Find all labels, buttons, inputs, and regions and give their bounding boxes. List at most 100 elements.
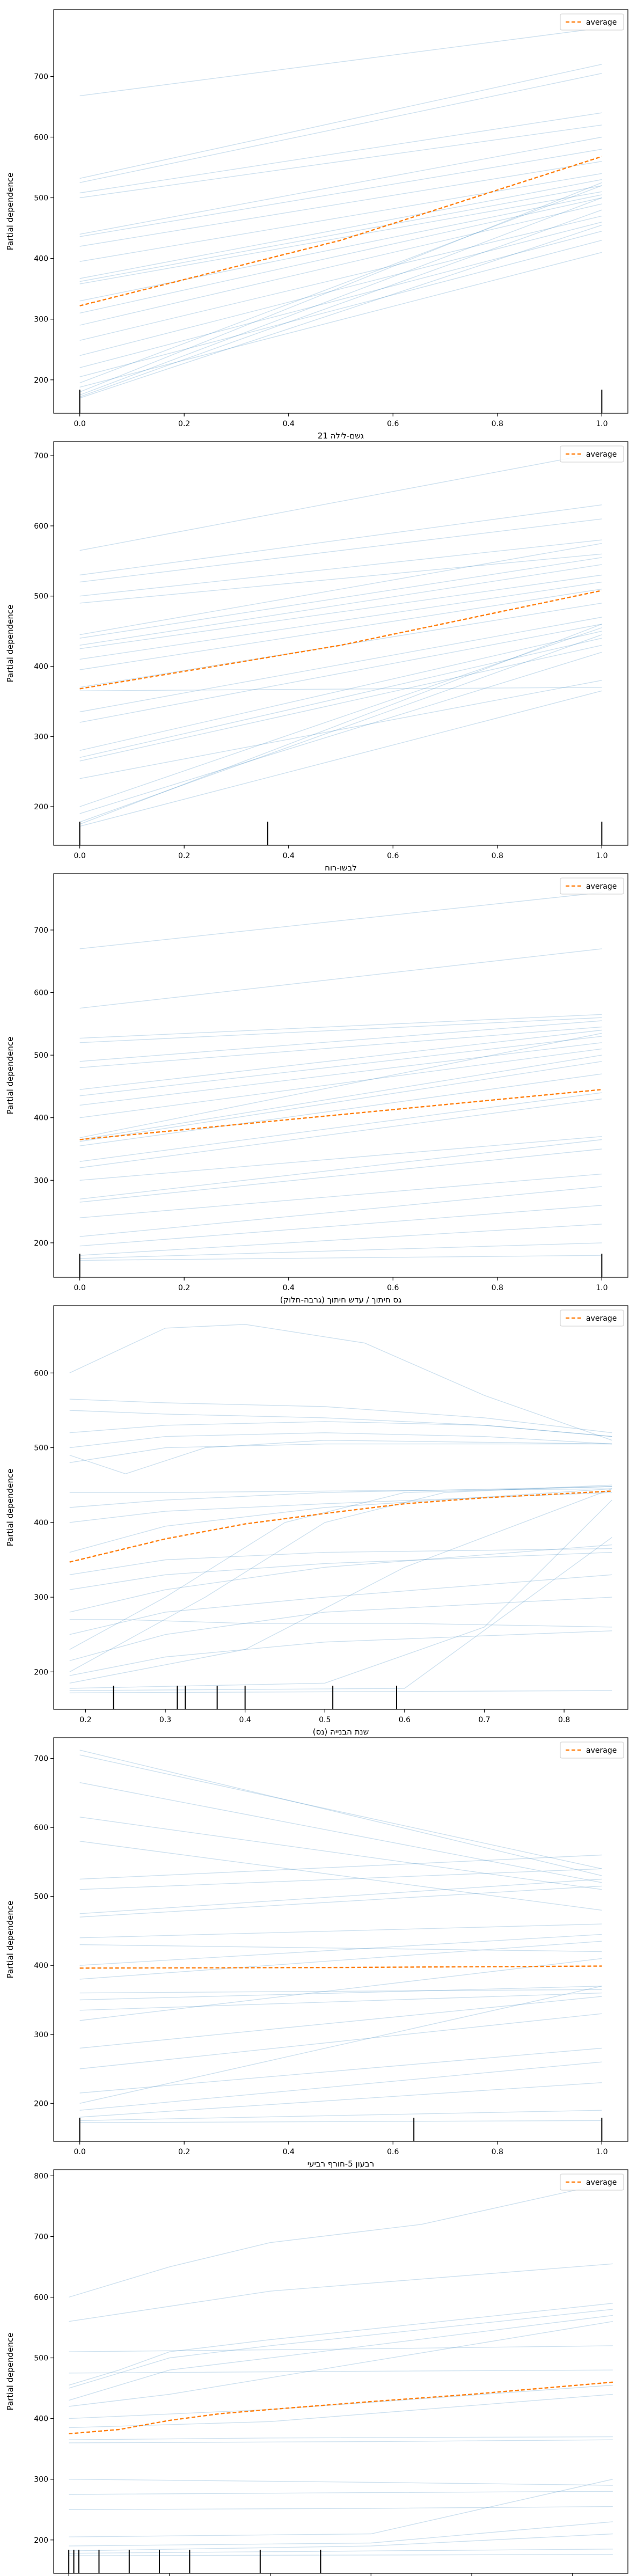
ice-line-11 — [79, 588, 602, 670]
ice-line-19 — [79, 2013, 602, 2069]
y-tick-label: 500 — [34, 1051, 48, 1060]
ice-line-6 — [69, 1439, 612, 1475]
ice-line-14 — [79, 1989, 602, 1994]
x-tick-label: 0.2 — [178, 2148, 190, 2156]
x-tick-label: 0.6 — [399, 1716, 411, 1724]
ice-line-10 — [79, 581, 602, 660]
ice-line-9 — [79, 574, 602, 649]
y-tick-label: 200 — [34, 2536, 48, 2545]
y-tick-label: 300 — [34, 2031, 48, 2039]
y-tick-label: 400 — [34, 255, 48, 264]
legend-box — [560, 1309, 624, 1327]
y-tick-label: 200 — [34, 2099, 48, 2108]
y-tick-label: 300 — [34, 733, 48, 741]
ice-line-21 — [79, 1986, 602, 2104]
legend-label: average — [586, 18, 617, 27]
ice-line-14 — [69, 2491, 613, 2495]
y-tick-label: 300 — [34, 1593, 48, 1602]
ice-line-10 — [69, 2394, 613, 2428]
ice-line-5 — [79, 1841, 602, 1911]
y-tick-label: 700 — [34, 1755, 48, 1763]
y-axis-label: Partial dependence — [5, 605, 15, 683]
ice-line-21 — [79, 252, 602, 388]
ice-line-8 — [79, 1036, 602, 1096]
ice-line-23 — [69, 1537, 612, 1691]
chart-panel-5: 0.0 0.2 0.4 0.6 0.8 1.0 200 300 400 500 600 700 רבעו… — [5, 1737, 628, 2169]
ice-line-6 — [79, 136, 602, 235]
x-tick-label: 0.8 — [492, 1284, 503, 1292]
x-tick-label: 1.0 — [596, 420, 608, 428]
ice-line-5 — [79, 1020, 602, 1062]
ice-line-2 — [69, 1399, 612, 1433]
y-tick-label: 200 — [34, 1239, 48, 1248]
ice-line-3 — [79, 73, 602, 183]
ice-line-15 — [69, 1619, 612, 1628]
y-tick-label: 200 — [34, 1668, 48, 1677]
ice-line-15 — [79, 1986, 602, 2001]
ice-line-14 — [79, 197, 602, 314]
legend: average — [560, 13, 624, 31]
ice-line-9 — [69, 1486, 612, 1508]
ice-line-19 — [69, 1484, 612, 1673]
ice-line-7 — [69, 1443, 612, 1463]
x-tick-label: 0.4 — [239, 1716, 251, 1724]
ice-line-7 — [79, 557, 602, 639]
ice-line-20 — [79, 2047, 602, 2094]
ice-line-16 — [69, 1574, 612, 1635]
legend: average — [560, 1309, 624, 1327]
ice-line-5 — [68, 2315, 613, 2401]
axes-frame — [53, 9, 628, 414]
ice-line-5 — [79, 553, 602, 604]
average-line — [79, 1089, 602, 1140]
x-tick-label: 0.6 — [387, 2148, 399, 2156]
x-tick-label: 0.2 — [178, 420, 190, 428]
ice-line-22 — [79, 2061, 602, 2111]
x-tick-label: 1.0 — [596, 1284, 608, 1292]
x-tick-label: 0.8 — [492, 420, 503, 428]
ice-line-22 — [79, 182, 602, 393]
axes-frame — [53, 1737, 628, 2142]
y-tick-label: 400 — [34, 2415, 48, 2424]
legend-label: average — [586, 450, 617, 459]
y-tick-label: 400 — [34, 1114, 48, 1123]
legend-box — [560, 2174, 624, 2191]
ice-line-23 — [79, 197, 602, 396]
ice-line-19 — [79, 1148, 602, 1203]
x-tick-label: 0.8 — [558, 1716, 570, 1724]
ice-line-3 — [79, 1782, 602, 1883]
x-tick-label: 0.4 — [283, 2148, 295, 2156]
chart-panel-6: 0.00.10.20.30.40.5200300400500600700800R… — [5, 2169, 628, 2576]
ice-lines — [79, 27, 602, 399]
legend-box — [560, 445, 624, 463]
ice-line-18 — [79, 1139, 602, 1199]
ice-line-10 — [79, 1048, 602, 1118]
ice-lines — [68, 2181, 613, 2556]
x-axis-label: שנת הבנייה (נס) — [313, 1727, 369, 1737]
ice-line-14 — [79, 617, 602, 713]
y-tick-label: 500 — [34, 1444, 48, 1453]
ice-line-13 — [79, 1061, 602, 1142]
ice-lines — [79, 1750, 602, 2124]
ice-line-16 — [79, 1992, 602, 2011]
ice-line-14 — [69, 1544, 612, 1613]
ice-line-9 — [79, 1885, 602, 1918]
legend: average — [560, 1741, 624, 1759]
average-line — [69, 2381, 613, 2435]
ice-line-10 — [79, 1923, 602, 1938]
y-tick-label: 600 — [34, 522, 48, 531]
ice-line-10 — [69, 1492, 612, 1523]
ice-line-17 — [79, 222, 602, 356]
ice-line-1 — [79, 451, 602, 551]
x-tick-label: 0.4 — [283, 1284, 295, 1292]
ice-line-4 — [79, 112, 602, 194]
ice-line-22 — [69, 1499, 612, 1689]
y-axis-label: Partial dependence — [5, 1469, 15, 1547]
ice-line-6 — [69, 2321, 613, 2407]
ice-line-1 — [68, 2181, 613, 2298]
ice-line-18 — [69, 2533, 613, 2551]
legend-label: average — [586, 1746, 617, 1755]
ice-line-13 — [79, 686, 602, 692]
ice-line-18 — [79, 645, 602, 762]
ice-line-1 — [79, 27, 602, 97]
x-tick-label: 0.2 — [178, 852, 190, 860]
